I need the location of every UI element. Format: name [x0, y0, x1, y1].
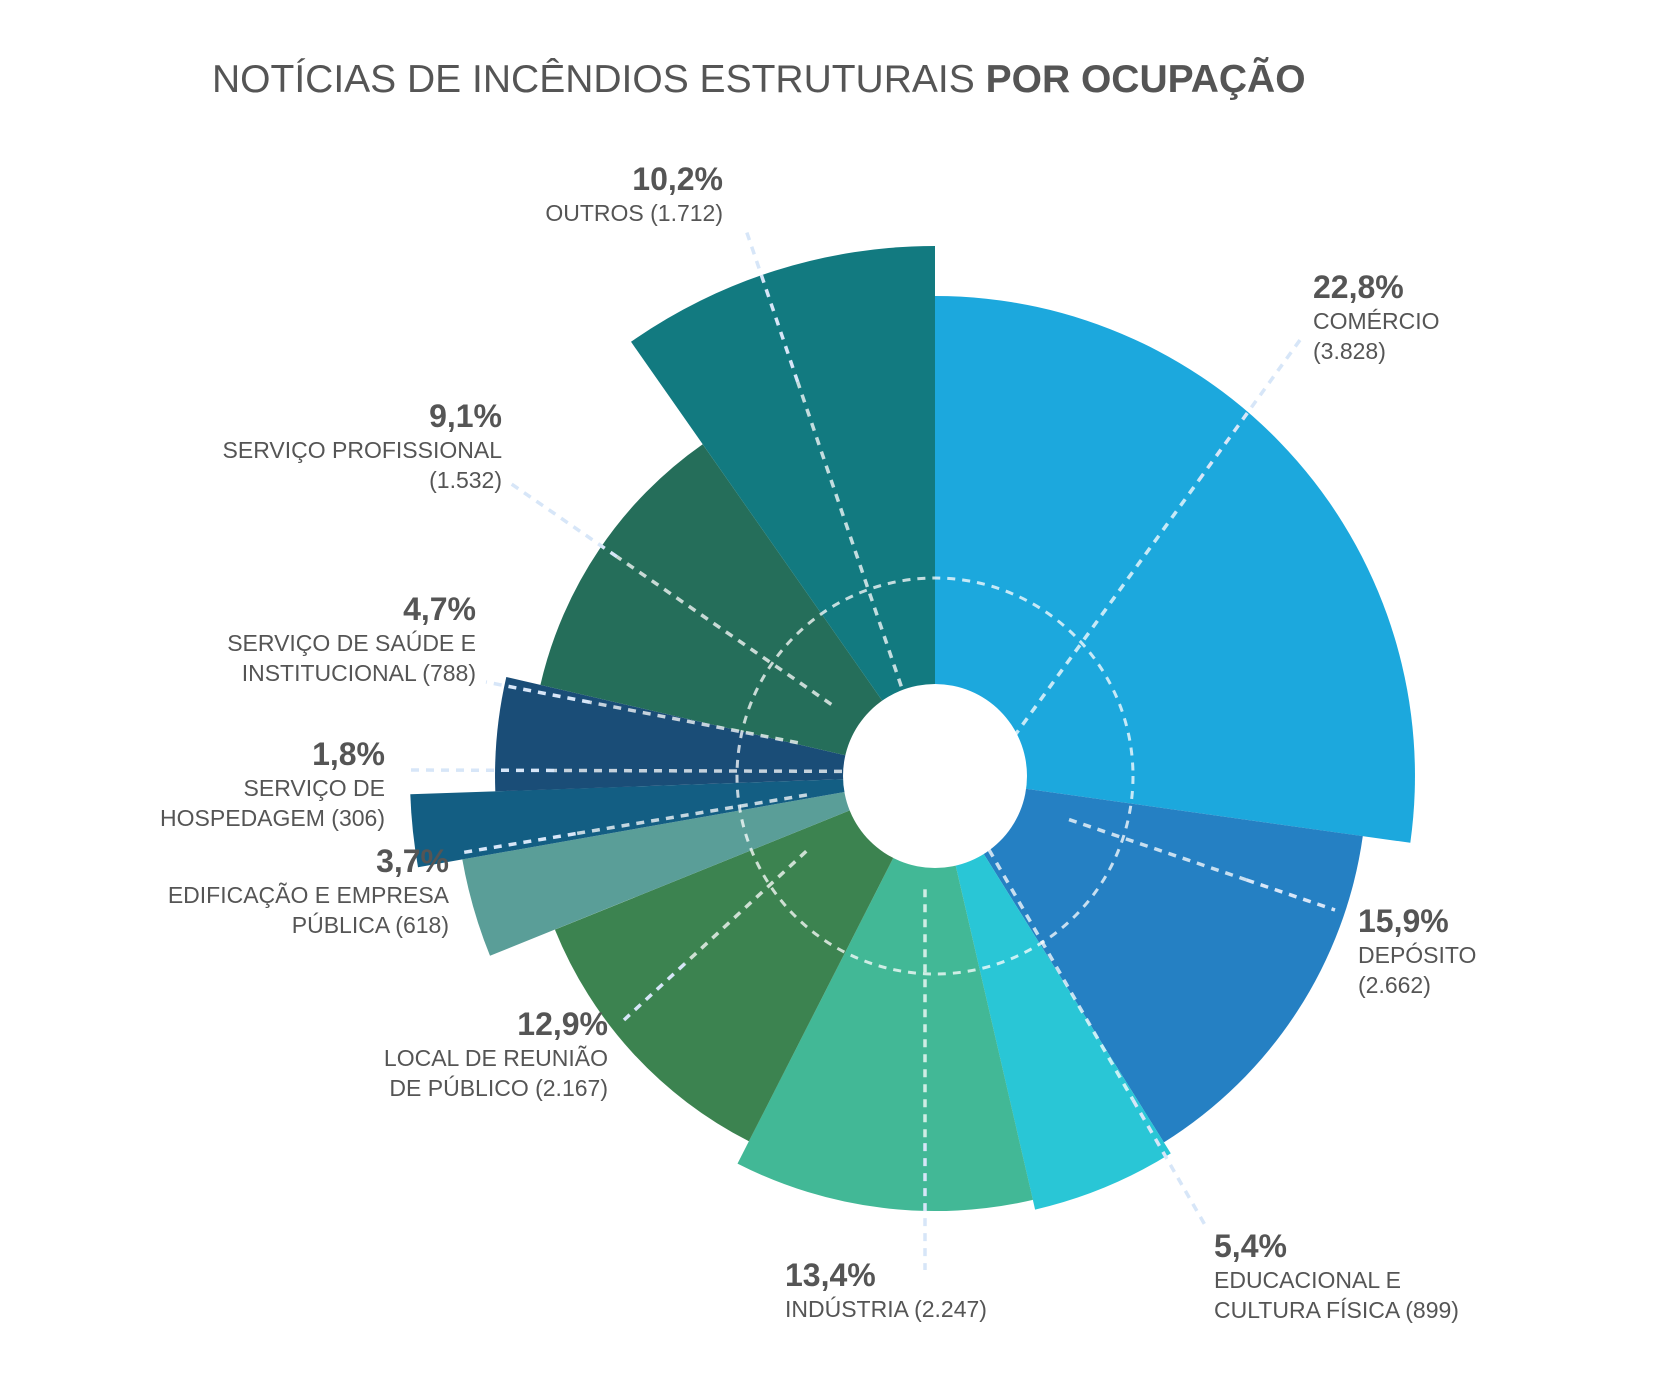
label-outros: 10,2% OUTROS (1.712) [545, 161, 723, 226]
title-regular: NOTÍCIAS DE INCÊNDIOS ESTRUTURAIS [212, 58, 975, 101]
category-label: (2.662) [1358, 972, 1431, 998]
percent-label: 12,9% [517, 1006, 608, 1042]
sector-servico-profissional [540, 444, 935, 776]
inner-line-educacional-e-cultura-fisica [987, 848, 1135, 1101]
leader-servico-profissional [509, 481, 619, 559]
inner-dash-lines [553, 381, 1247, 1144]
category-label: PÚBLICA (618) [292, 912, 449, 938]
sector-local-de-reuniao-de-publico [554, 776, 935, 1142]
sector-edificacao-e-empresa-publica [462, 776, 935, 956]
label-deposito: 15,9% DEPÓSITO (2.662) [1358, 903, 1476, 998]
category-label: HOSPEDAGEM (306) [160, 805, 385, 831]
label-edificacao-e-empresa-publica: 3,7% EDIFICAÇÃO E EMPRESA PÚBLICA (618) [168, 843, 450, 938]
inner-line-deposito [1068, 817, 1247, 882]
percent-label: 3,7% [376, 843, 449, 879]
category-label: INDÚSTRIA (2.247) [785, 1296, 987, 1322]
title-bold: POR OCUPAÇÃO [985, 58, 1306, 101]
dashed-ring [735, 576, 1135, 976]
percent-label: 5,4% [1214, 1228, 1287, 1264]
percent-label: 9,1% [429, 398, 502, 434]
percent-label: 1,8% [312, 736, 385, 772]
category-label: LOCAL DE REUNIÃO [384, 1045, 608, 1071]
category-label: SERVIÇO DE SAÚDE E [227, 630, 476, 656]
leader-outros [744, 229, 800, 383]
category-label: DE PÚBLICO (2.167) [389, 1075, 608, 1101]
sector-educacional-e-cultura-fisica [935, 776, 1171, 1210]
sector-deposito [935, 776, 1363, 1143]
sector-outros [631, 246, 935, 776]
label-servico-profissional: 9,1% SERVIÇO PROFISSIONAL (1.532) [223, 398, 503, 493]
label-comercio: 22,8% COMÉRCIO (3.828) [1313, 269, 1440, 364]
percent-label: 4,7% [403, 591, 476, 627]
label-servico-de-hospedagem: 1,8% SERVIÇO DE HOSPEDAGEM (306) [160, 736, 385, 831]
leader-servico-de-saude-e-institucional [485, 680, 591, 704]
label-industria: 13,4% INDÚSTRIA (2.247) [785, 1257, 987, 1322]
category-label: COMÉRCIO [1313, 308, 1440, 334]
leader-edificacao-e-empresa-publica [459, 831, 576, 855]
sector-servico-de-hospedagem [410, 776, 935, 868]
inner-line-edificacao-e-empresa-publica [575, 793, 808, 836]
category-label: SERVIÇO DE [244, 775, 385, 801]
leader-lines [409, 229, 1336, 1270]
category-label: CULTURA FÍSICA (899) [1214, 1297, 1459, 1323]
percent-label: 13,4% [785, 1257, 876, 1293]
chart-sectors [410, 246, 1415, 1212]
category-label: INSTITUCIONAL (788) [242, 660, 476, 686]
category-label: SERVIÇO PROFISSIONAL [223, 437, 503, 463]
category-label: DEPÓSITO [1358, 942, 1476, 968]
label-educacional-e-cultura-fisica: 5,4% EDUCACIONAL E CULTURA FÍSICA (899) [1214, 1228, 1459, 1323]
inner-line-local-de-reuniao-de-publico [683, 849, 808, 966]
inner-line-servico-profissional [616, 555, 833, 706]
percent-label: 22,8% [1313, 269, 1404, 305]
category-label: (1.532) [429, 467, 502, 493]
category-label: EDIFICAÇÃO E EMPRESA [168, 882, 450, 908]
leader-educacional-e-cultura-fisica [1131, 1099, 1207, 1226]
category-label: EDUCACIONAL E [1214, 1267, 1401, 1293]
percent-label: 15,9% [1358, 903, 1449, 939]
chart-title: NOTÍCIAS DE INCÊNDIOS ESTRUTURAIS POR OC… [212, 58, 1306, 102]
center-hole [843, 684, 1027, 868]
chart-labels: 22,8% COMÉRCIO (3.828) 15,9% DEPÓSITO (2.662)… [160, 161, 1476, 1323]
label-servico-de-saude-e-institucional: 4,7% SERVIÇO DE SAÚDE E INSTITUCIONAL (788… [227, 591, 476, 686]
inner-line-servico-de-hospedagem [553, 768, 843, 774]
inner-line-comercio [994, 479, 1201, 763]
category-label: (3.828) [1313, 338, 1386, 364]
sector-industria [737, 776, 1033, 1212]
percent-label: 10,2% [632, 161, 723, 197]
category-label: OUTROS (1.712) [545, 200, 723, 226]
inner-line-servico-de-saude-e-institucional [589, 700, 799, 745]
sector-comercio [935, 296, 1415, 843]
leader-deposito [1245, 878, 1336, 912]
label-local-de-reuniao-de-publico: 12,9% LOCAL DE REUNIÃO DE PÚBLICO (2.167) [384, 1006, 608, 1101]
